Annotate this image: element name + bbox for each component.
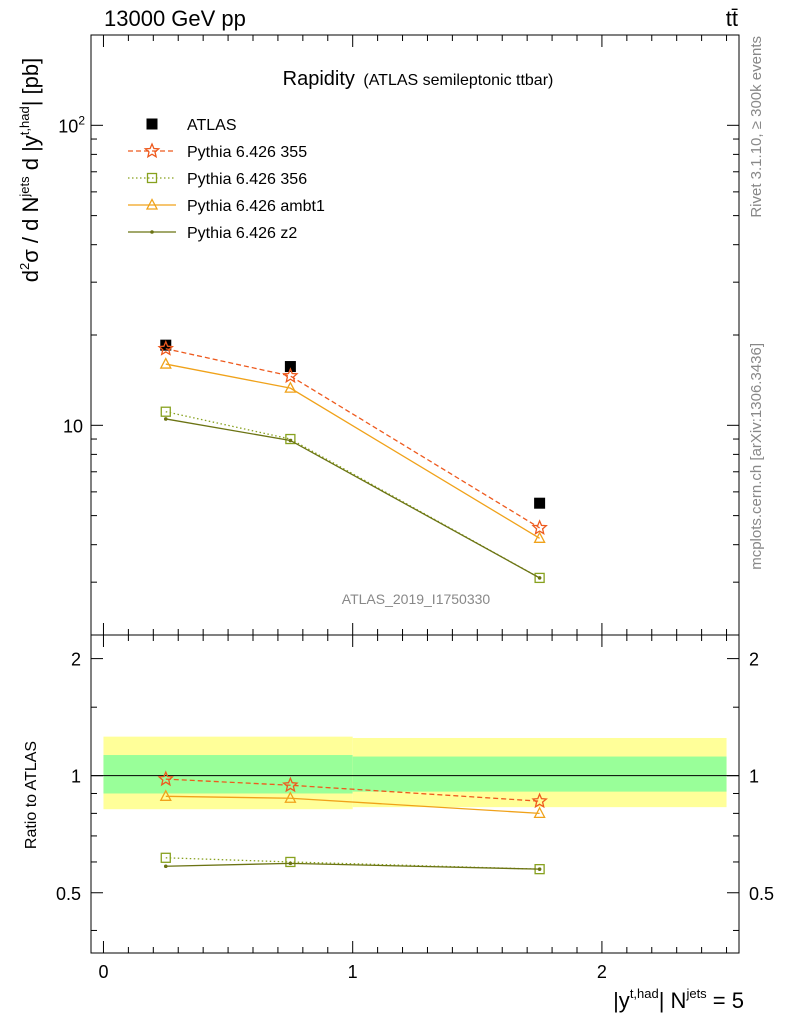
- series-line-pythia-6-426-ambt1: [165, 363, 540, 539]
- data-marker: [534, 497, 546, 509]
- legend: ATLAS Pythia 6.426 355 Pythia 6.426 356 Pyt…: [128, 117, 325, 242]
- star-marker: [157, 770, 174, 787]
- ratio-uncertainty-bands: [103, 736, 727, 810]
- star-marker: [531, 792, 548, 809]
- ratio-y-tick-label-right: 1: [749, 767, 759, 787]
- legend-label: ATLAS: [187, 117, 237, 134]
- ratio-y-tick-label: 2: [71, 650, 81, 670]
- ratio-y-tick-label-right: 2: [749, 650, 759, 670]
- legend-label: Pythia 6.426 z2: [187, 225, 297, 242]
- x-tick-label: 1: [348, 962, 358, 982]
- ratio-line-pythia-6-426-z2: [165, 862, 540, 870]
- plot-title: Rapidity (ATLAS semileptonic ttbar): [283, 68, 554, 90]
- x-tick-label: 2: [597, 962, 607, 982]
- header-energy-label: 13000 GeV pp: [104, 6, 246, 31]
- star-marker: [282, 776, 299, 793]
- square-marker: [285, 856, 296, 868]
- legend-entry-atlas: ATLAS: [146, 117, 237, 134]
- main-series-atlas: [160, 339, 546, 509]
- main-series-pythia-6-426-ambt1: [159, 357, 546, 543]
- ratio-inner-band: [352, 756, 727, 792]
- star-marker: [531, 519, 548, 535]
- star-marker: [143, 142, 161, 159]
- main-series-pythia-6-426-355: [157, 339, 548, 535]
- main-series-pythia-6-426-z2: [163, 417, 542, 580]
- star-marker: [157, 339, 174, 356]
- data-marker: [146, 118, 158, 130]
- series-line-pythia-6-426-356: [165, 411, 540, 579]
- ratio-series-pythia-6-426-z2: [163, 861, 542, 871]
- triangle-marker: [533, 531, 546, 543]
- dot-marker: [288, 438, 293, 443]
- ratio-inner-band: [103, 755, 353, 794]
- data-marker: [160, 339, 172, 351]
- legend-label: Pythia 6.426 356: [187, 171, 307, 188]
- dot-marker: [163, 417, 168, 421]
- ratio-y-tick-label: 1: [71, 767, 81, 787]
- header-process-label: tt̄: [726, 6, 738, 31]
- legend-entry-pythia-6-426-355: Pythia 6.426 355: [128, 142, 307, 161]
- square-marker: [146, 172, 158, 184]
- ratio-series-group: [157, 770, 548, 875]
- main-series-pythia-6-426-356: [160, 406, 545, 584]
- ratio-series-pythia-6-426-ambt1: [159, 789, 546, 819]
- triangle-marker: [145, 198, 159, 210]
- plot-title-main: Rapidity: [283, 68, 355, 90]
- square-marker: [160, 852, 171, 863]
- legend-label: Pythia 6.426 355: [187, 144, 307, 161]
- triangle-marker: [284, 381, 297, 393]
- ratio-series-pythia-6-426-356: [160, 852, 545, 875]
- dot-marker: [163, 864, 168, 869]
- triangle-marker: [533, 806, 546, 819]
- dot-marker: [150, 230, 154, 234]
- legend-entry-pythia-6-426-z2: Pythia 6.426 z2: [128, 225, 297, 242]
- ratio-line-pythia-6-426-ambt1: [165, 795, 540, 815]
- legend-entry-pythia-6-426-ambt1: Pythia 6.426 ambt1: [128, 198, 325, 215]
- dot-marker: [288, 861, 293, 866]
- star-marker: [282, 367, 299, 384]
- y-tick-label: 10: [63, 416, 83, 436]
- x-tick-label: 0: [98, 962, 108, 982]
- series-line-pythia-6-426-355: [165, 348, 540, 529]
- ratio-plot-frame: [90, 634, 740, 954]
- legend-entry-pythia-6-426-356: Pythia 6.426 356: [128, 171, 307, 188]
- analysis-watermark: ATLAS_2019_I1750330: [342, 591, 491, 607]
- ratio-y-tick-label: 0.5: [56, 884, 81, 904]
- triangle-marker: [284, 791, 297, 803]
- dot-marker: [537, 576, 542, 580]
- ratio-y-axis-label: Ratio to ATLAS: [23, 741, 40, 849]
- main-axis-ticks: 10 102: [58, 34, 739, 636]
- ratio-axis-ticks: 0.5 0.5 1 1 2 2 0 1 2: [56, 635, 774, 982]
- ratio-y-tick-label-right: 0.5: [749, 884, 774, 904]
- triangle-marker: [159, 357, 172, 369]
- x-axis-label: |yt,had| Njets = 5: [613, 986, 744, 1013]
- square-marker: [534, 572, 545, 584]
- series-line-pythia-6-426-z2: [165, 418, 540, 579]
- square-marker: [285, 433, 296, 445]
- main-series-group: [157, 339, 548, 584]
- y-tick-label: 102: [58, 113, 85, 136]
- data-marker: [284, 361, 296, 373]
- rivet-version-label: Rivet 3.1.10, ≥ 300k events: [748, 36, 765, 218]
- ratio-line-pythia-6-426-355: [165, 778, 540, 802]
- ratio-series-pythia-6-426-355: [157, 770, 548, 809]
- mcplots-label: mcplots.cern.ch [arXiv:1306.3436]: [748, 343, 765, 570]
- legend-label: Pythia 6.426 ambt1: [187, 198, 325, 215]
- square-marker: [160, 406, 171, 417]
- plot-title-subtitle: (ATLAS semileptonic ttbar): [363, 72, 553, 89]
- triangle-marker: [159, 789, 172, 801]
- main-y-axis-label: d2σ / d Njets d |yt,had| [pb]: [17, 58, 43, 283]
- dot-marker: [537, 867, 542, 871]
